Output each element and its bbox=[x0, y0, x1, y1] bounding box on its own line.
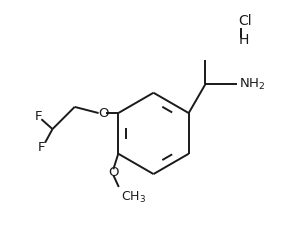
Text: O: O bbox=[108, 166, 119, 179]
Text: O: O bbox=[98, 107, 108, 119]
Text: CH$_3$: CH$_3$ bbox=[122, 190, 147, 205]
Text: F: F bbox=[35, 110, 42, 122]
Text: Cl: Cl bbox=[239, 14, 252, 28]
Text: NH$_2$: NH$_2$ bbox=[239, 77, 266, 92]
Text: F: F bbox=[38, 141, 46, 153]
Text: H: H bbox=[239, 33, 249, 47]
